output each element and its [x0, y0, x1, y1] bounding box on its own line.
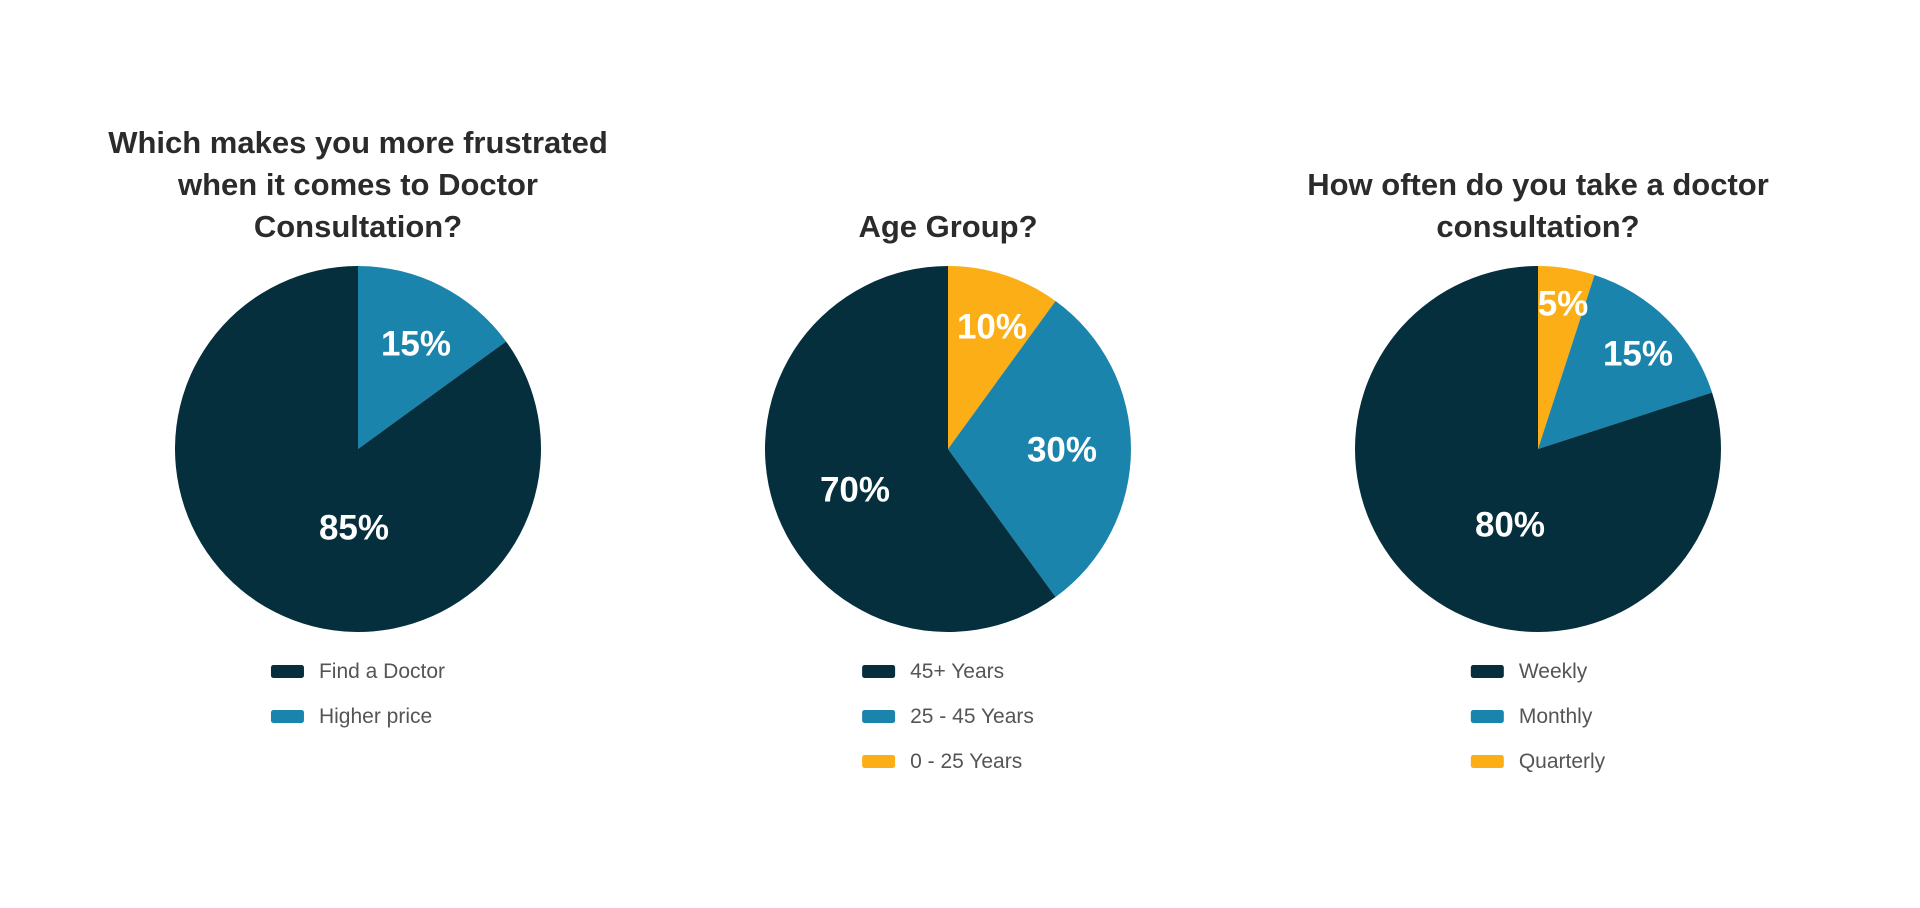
pie-slice-monthly — [1538, 274, 1713, 449]
legend-label: 25 - 45 Years — [910, 704, 1034, 728]
legend-label: Weekly — [1518, 659, 1588, 683]
pie-slice-higher-price — [358, 266, 507, 449]
legend-row: 0 - 25 Years — [862, 739, 1034, 784]
pie-slice-value-label: 10% — [957, 308, 1027, 347]
legend-row: Higher price — [270, 694, 445, 739]
pie-chart-frustration: Which makes you more frustrated when it c… — [63, 0, 653, 908]
legend-label: 0 - 25 Years — [910, 749, 1023, 773]
chart-title-line: How often do you take a doctor — [1307, 167, 1769, 202]
pie-slice-value-label: 70% — [820, 471, 890, 510]
pie-slice-value-label: 85% — [319, 509, 389, 548]
pie-slice-value-label: 5% — [1538, 285, 1589, 324]
legend-label: Higher price — [318, 704, 433, 728]
pie-slice-value-label: 15% — [1603, 335, 1673, 374]
legend: Weekly Monthly Quarterly — [1470, 649, 1606, 784]
legend-label: Find a Doctor — [318, 659, 446, 683]
chart-title-line: Age Group? — [858, 209, 1038, 244]
pie-slice-value-label: 80% — [1475, 506, 1545, 545]
chart-title: How often do you take a doctor consultati… — [1243, 0, 1833, 248]
chart-title: Which makes you more frustrated when it c… — [63, 0, 653, 248]
pie-chart-consultation-frequency: How often do you take a doctor consultati… — [1243, 0, 1833, 908]
legend-swatch — [862, 665, 896, 678]
pie: 15% 85% — [175, 266, 541, 632]
pie-chart-age-group: Age Group? 10% 30% 70% 45+ Years 25 - 45 Ye… — [653, 0, 1243, 908]
legend-row: Quarterly — [1470, 739, 1606, 784]
pie-slice-value-label: 30% — [1027, 431, 1097, 470]
legend-swatch — [1470, 755, 1504, 768]
chart-title-line: when it comes to Doctor — [178, 167, 538, 202]
legend-label: Monthly — [1518, 704, 1593, 728]
pie-slice-0-25-years — [948, 266, 1056, 449]
pie-slice-45-years — [765, 266, 1056, 632]
legend-swatch — [270, 710, 304, 723]
legend-swatch — [1470, 665, 1504, 678]
legend-swatch — [862, 755, 896, 768]
legend-row: Find a Doctor — [270, 649, 446, 694]
legend: 45+ Years 25 - 45 Years 0 - 25 Years — [862, 649, 1034, 784]
legend: Find a Doctor Higher price — [270, 649, 446, 739]
pie: 10% 30% 70% — [765, 266, 1131, 632]
legend-row: 25 - 45 Years — [862, 694, 1034, 739]
chart-title: Age Group? — [653, 0, 1243, 248]
pie-slice-value-label: 15% — [381, 325, 451, 364]
legend-label: Quarterly — [1518, 749, 1606, 773]
legend-row: Weekly — [1470, 649, 1605, 694]
pie-slice-25-45-years — [948, 300, 1131, 598]
chart-title-line: Consultation? — [253, 209, 463, 244]
legend-swatch — [270, 665, 304, 678]
chart-title-line: consultation? — [1436, 209, 1640, 244]
legend-row: Monthly — [1470, 694, 1605, 739]
pie-slice-quarterly — [1538, 266, 1595, 449]
legend-row: 45+ Years — [862, 649, 1034, 694]
legend-label: 45+ Years — [910, 659, 1005, 683]
pie-slice-find-a-doctor — [175, 266, 541, 632]
chart-title-line: Which makes you more frustrated — [108, 125, 608, 160]
pie: 5% 15% 80% — [1355, 266, 1721, 632]
pie-slice-weekly — [1355, 266, 1721, 632]
legend-swatch — [1470, 710, 1504, 723]
legend-swatch — [862, 710, 896, 723]
